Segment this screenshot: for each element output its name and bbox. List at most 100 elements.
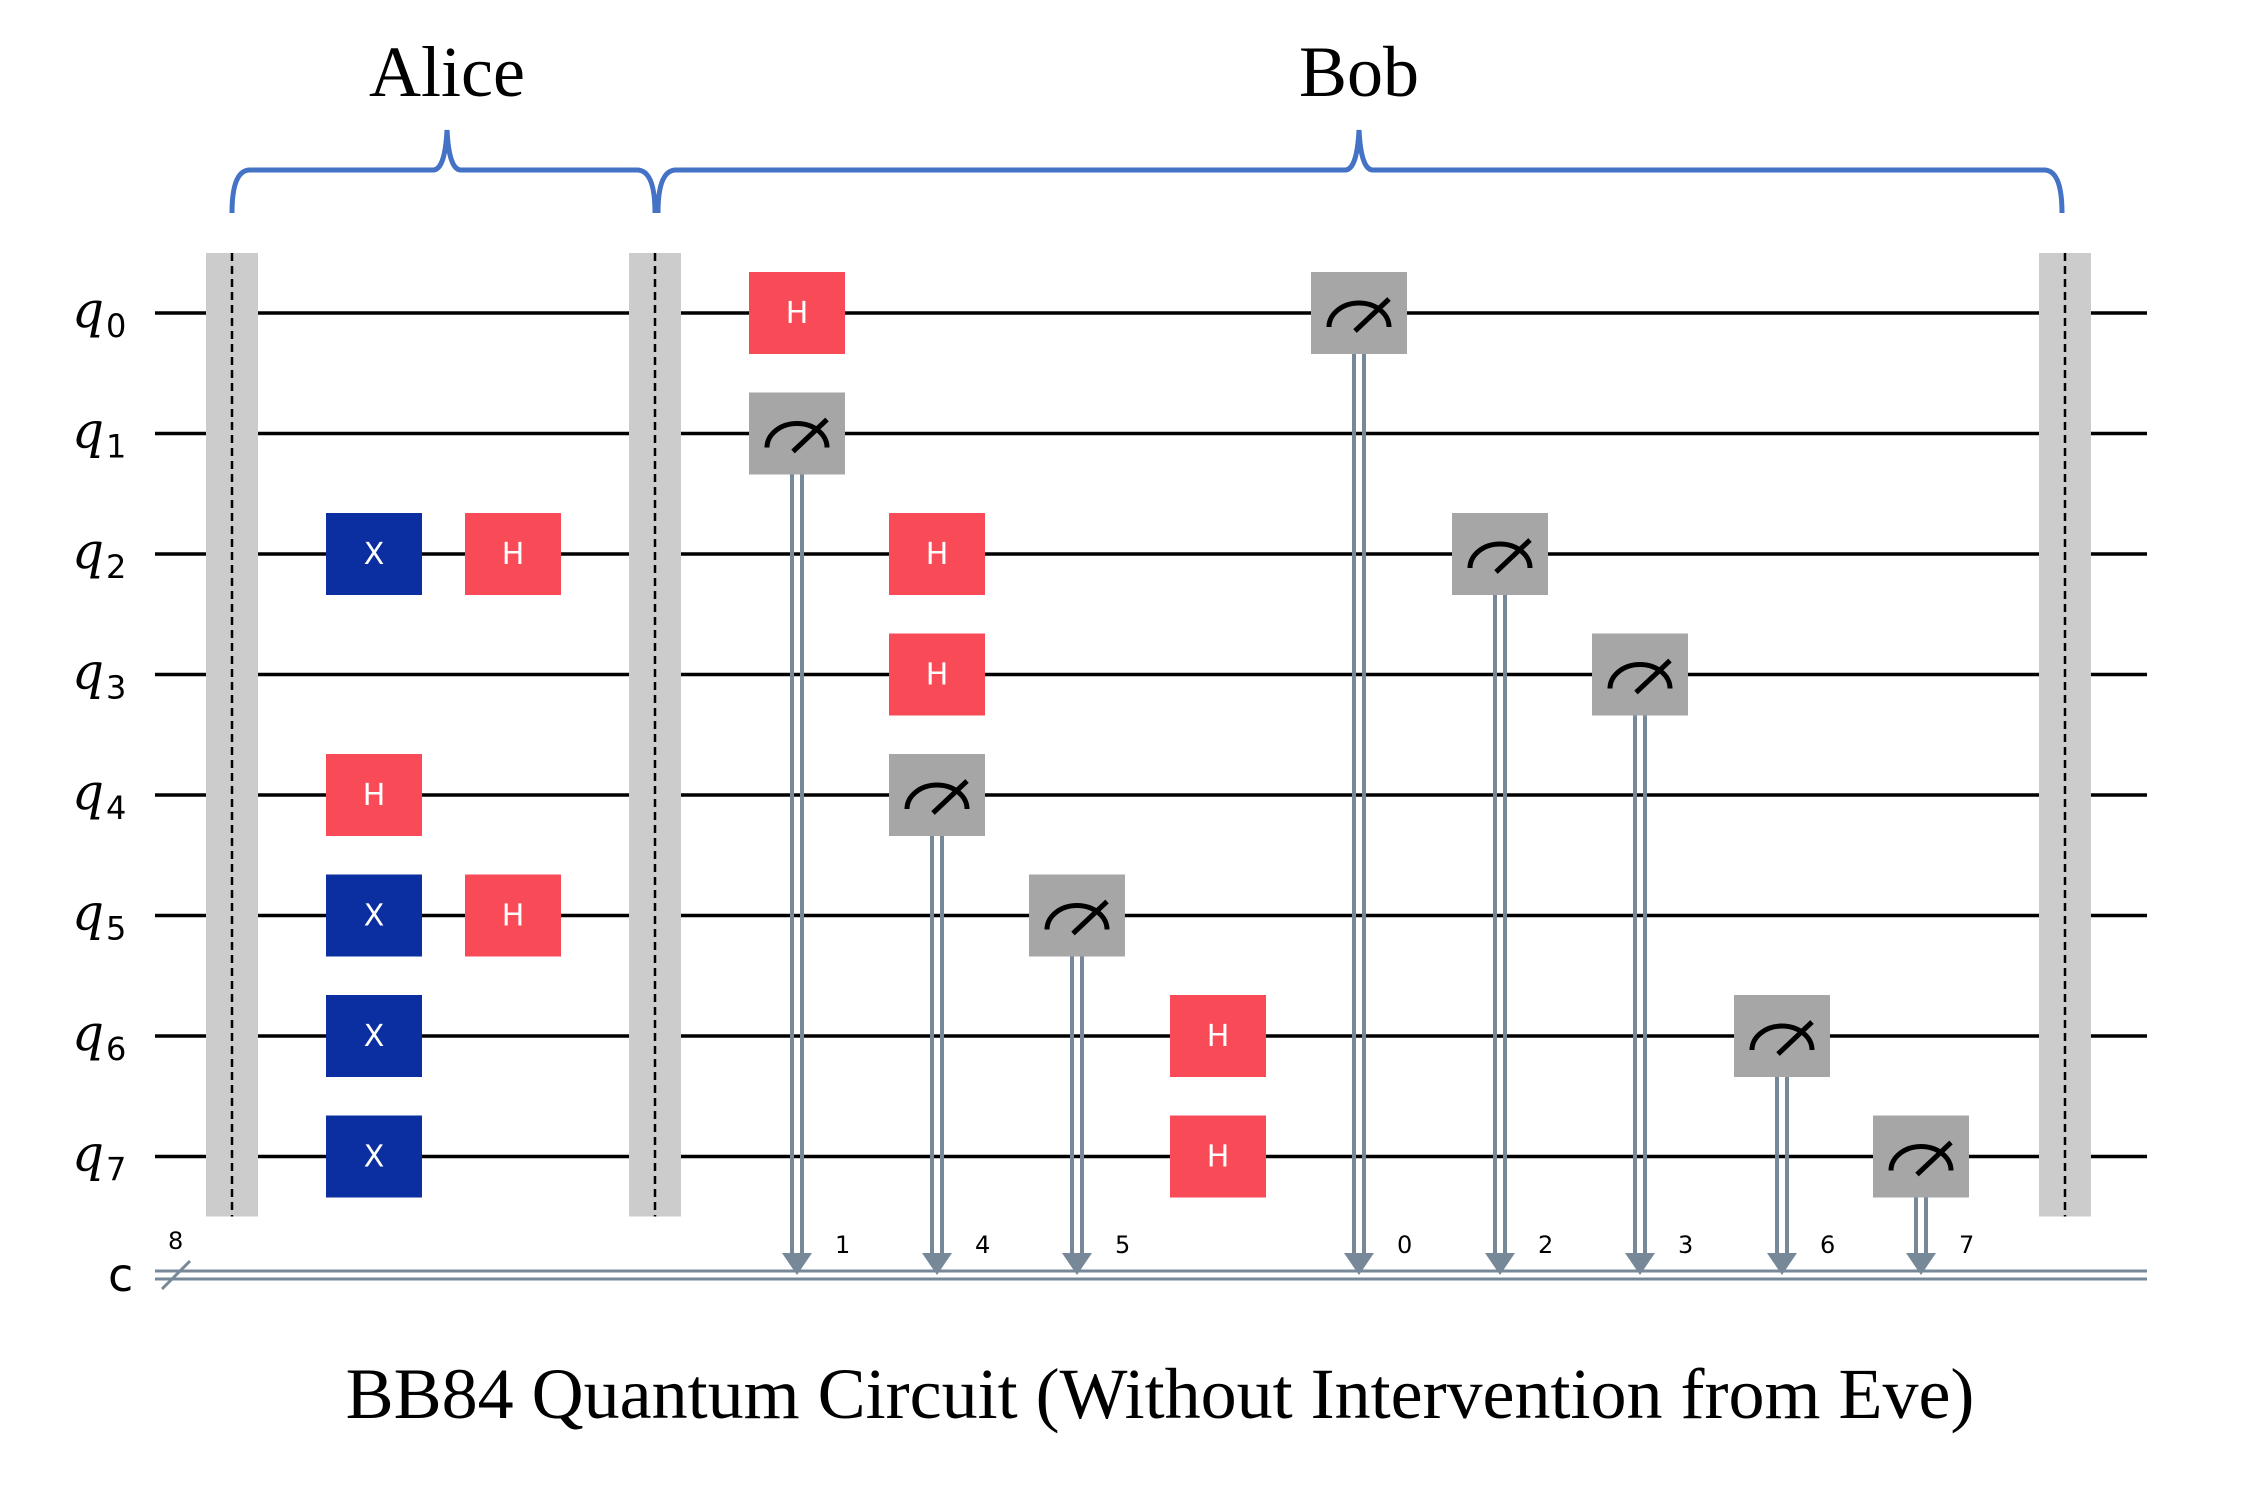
gate-label: H [926, 658, 949, 693]
classical-bit-index: 0 [1397, 1231, 1412, 1259]
meter-needle-icon [1776, 1020, 1814, 1056]
qubit-label-base: q [72, 1004, 104, 1062]
gate-box [889, 513, 985, 595]
qubit-label-index: 7 [106, 1151, 126, 1189]
qubit-label-index: 2 [106, 548, 126, 586]
meter-needle-icon [1634, 658, 1672, 695]
meter-needle-icon [1494, 538, 1532, 574]
qubit-label-base: q [72, 281, 104, 339]
x-gate: X [326, 874, 422, 957]
measure-arrow-icon [922, 1253, 952, 1275]
gate-box [326, 995, 422, 1077]
qubit-label: q5 [72, 884, 126, 948]
h-gate: H [889, 513, 985, 595]
measure-gate [1734, 995, 1830, 1077]
gate-label: H [363, 778, 386, 813]
qubit-label-base: q [72, 522, 104, 580]
classical-bit-index: 7 [1959, 1231, 1974, 1259]
measure-arrow-icon [1344, 1253, 1374, 1275]
gate-box [889, 633, 985, 716]
gate-label: H [502, 899, 525, 934]
alice-group-label: Alice [369, 32, 525, 112]
classical-bit-index: 2 [1538, 1231, 1553, 1259]
measure-gate [1873, 1115, 1969, 1198]
meter-icon [1888, 1144, 1954, 1171]
qubit-label-base: q [72, 884, 104, 942]
gate-box [749, 272, 845, 354]
register-width-slash [160, 1259, 192, 1291]
measure-arrow-icon [1062, 1253, 1092, 1275]
classical-bit-index: 1 [835, 1231, 850, 1259]
gate-label: X [364, 899, 385, 934]
measure-gate [1311, 272, 1407, 354]
h-gate: H [1170, 1115, 1266, 1198]
meter-icon [1467, 541, 1533, 569]
h-gate: H [889, 633, 985, 716]
classical-register-width: 8 [168, 1227, 183, 1255]
barriers [206, 253, 2091, 1217]
gates: X H H X H X X H H H H H [326, 272, 1969, 1198]
measure-arrow-icon [1625, 1253, 1655, 1275]
h-gate: H [326, 754, 422, 836]
x-gate: X [326, 995, 422, 1077]
gate-box [465, 513, 561, 595]
meter-icon [1326, 300, 1392, 328]
qubit-label-index: 6 [106, 1030, 126, 1068]
gate-label: X [364, 1019, 385, 1054]
gate-label: H [502, 537, 525, 572]
meter-needle-icon [1071, 899, 1109, 936]
classical-bit-index: 6 [1820, 1231, 1835, 1259]
measure-gate [1029, 874, 1125, 957]
qubit-label-base: q [72, 402, 104, 460]
classical-register: c8 [108, 1227, 2147, 1302]
qubit-label-base: q [72, 643, 104, 701]
qubit-label: q3 [72, 643, 126, 707]
measure-gate [1452, 513, 1548, 595]
measurement-links: 1 4 5 0 2 3 6 7 [782, 354, 1974, 1275]
qubit-label-index: 5 [106, 910, 126, 948]
diagram-caption: BB84 Quantum Circuit (Without Interventi… [346, 1354, 1975, 1434]
meter-needle-icon [1353, 297, 1391, 333]
qubit-label-index: 1 [106, 428, 126, 466]
classical-register-label: c [108, 1248, 133, 1302]
qubit-label-index: 3 [106, 669, 126, 707]
qubit-label: q6 [72, 1004, 126, 1068]
gate-box [465, 874, 561, 957]
x-gate: X [326, 1115, 422, 1198]
measure-arrow-icon [1767, 1253, 1797, 1275]
meter-needle-icon [931, 779, 969, 815]
h-gate: H [1170, 995, 1266, 1077]
meter-icon [904, 782, 970, 810]
meter-needle-icon [791, 417, 829, 454]
alice-brace [229, 129, 658, 214]
meter-icon [1044, 903, 1110, 930]
meter-needle-icon [1915, 1140, 1953, 1177]
gate-box [1170, 1115, 1266, 1198]
qubit-label: q7 [72, 1125, 126, 1189]
measure-arrow-icon [1906, 1253, 1936, 1275]
gate-label: H [1207, 1140, 1230, 1175]
gate-label: X [364, 1140, 385, 1175]
measure-gate [749, 392, 845, 475]
measure-gate [1592, 633, 1688, 716]
gate-label: H [926, 537, 949, 572]
gate-label: H [1207, 1019, 1230, 1054]
gate-label: H [786, 296, 809, 331]
measure-arrow-icon [1485, 1253, 1515, 1275]
qubit-label-base: q [72, 763, 104, 821]
bob-group-label: Bob [1299, 32, 1419, 112]
qubit-label: q2 [72, 522, 126, 586]
measure-arrow-icon [782, 1253, 812, 1275]
meter-icon [764, 421, 830, 448]
bob-brace [655, 129, 2065, 214]
meter-icon [1607, 662, 1673, 689]
party-braces [229, 129, 2065, 214]
classical-bit-index: 4 [975, 1231, 990, 1259]
meter-icon [1749, 1023, 1815, 1051]
gate-box [1170, 995, 1266, 1077]
h-gate: H [465, 874, 561, 957]
h-gate: H [465, 513, 561, 595]
classical-bit-index: 3 [1678, 1231, 1693, 1259]
